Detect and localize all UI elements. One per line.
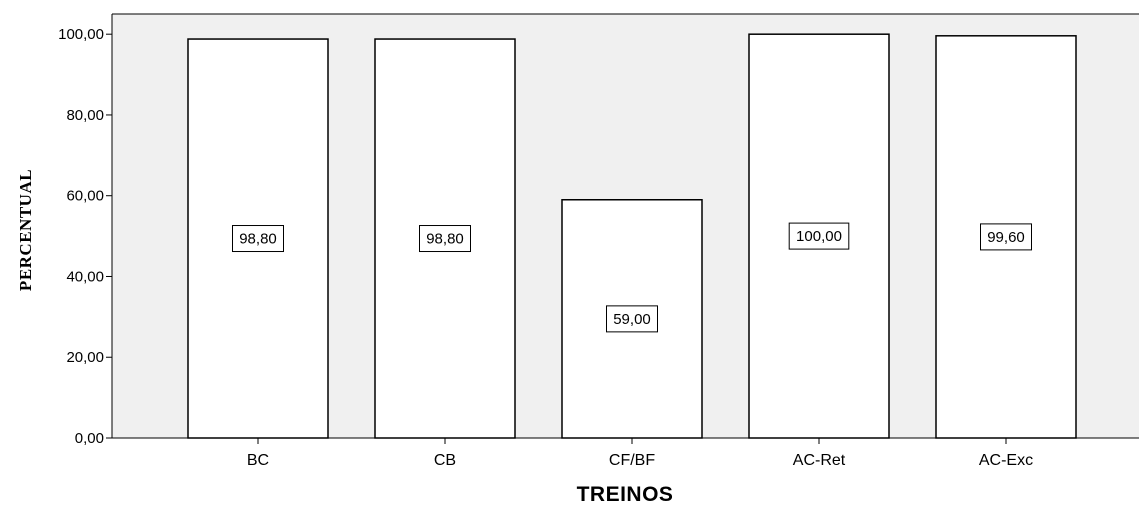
bars-layer: 98,80 98,80 59,00 100,00 99,60 [187, 33, 1077, 439]
x-tick-label: CB [434, 452, 456, 469]
x-tick-label: BC [247, 452, 269, 469]
data-label-box [606, 305, 658, 333]
y-tick-label: 40,00 [66, 268, 104, 285]
x-tick-label: CF/BF [609, 452, 655, 469]
y-tick-label: 60,00 [66, 188, 104, 205]
x-tick-label: AC-Ret [793, 452, 846, 469]
x-tick-label: AC-Exc [979, 452, 1033, 469]
data-label: 59,00 [613, 311, 651, 328]
y-tick-label: 0,00 [75, 430, 104, 447]
data-label-box [232, 225, 284, 253]
data-label-box [788, 222, 850, 250]
y-ticks-layer: 0,00 20,00 40,00 60,00 80,00 100,00 [58, 26, 112, 447]
y-tick-label: 20,00 [66, 349, 104, 366]
data-label: 99,60 [987, 229, 1025, 246]
x-ticks-layer: BC CB CF/BF AC-Ret AC-Exc [247, 438, 1033, 469]
data-label: 98,80 [239, 231, 277, 248]
data-label: 98,80 [426, 231, 464, 248]
y-tick-label: 100,00 [58, 26, 104, 43]
y-tick-label: 80,00 [66, 107, 104, 124]
data-label-box [419, 225, 471, 253]
y-axis-title: PERCENTUAL [16, 169, 35, 291]
data-label-box [980, 223, 1032, 251]
x-axis-title: TREINOS [577, 483, 674, 506]
data-label: 100,00 [796, 228, 842, 245]
